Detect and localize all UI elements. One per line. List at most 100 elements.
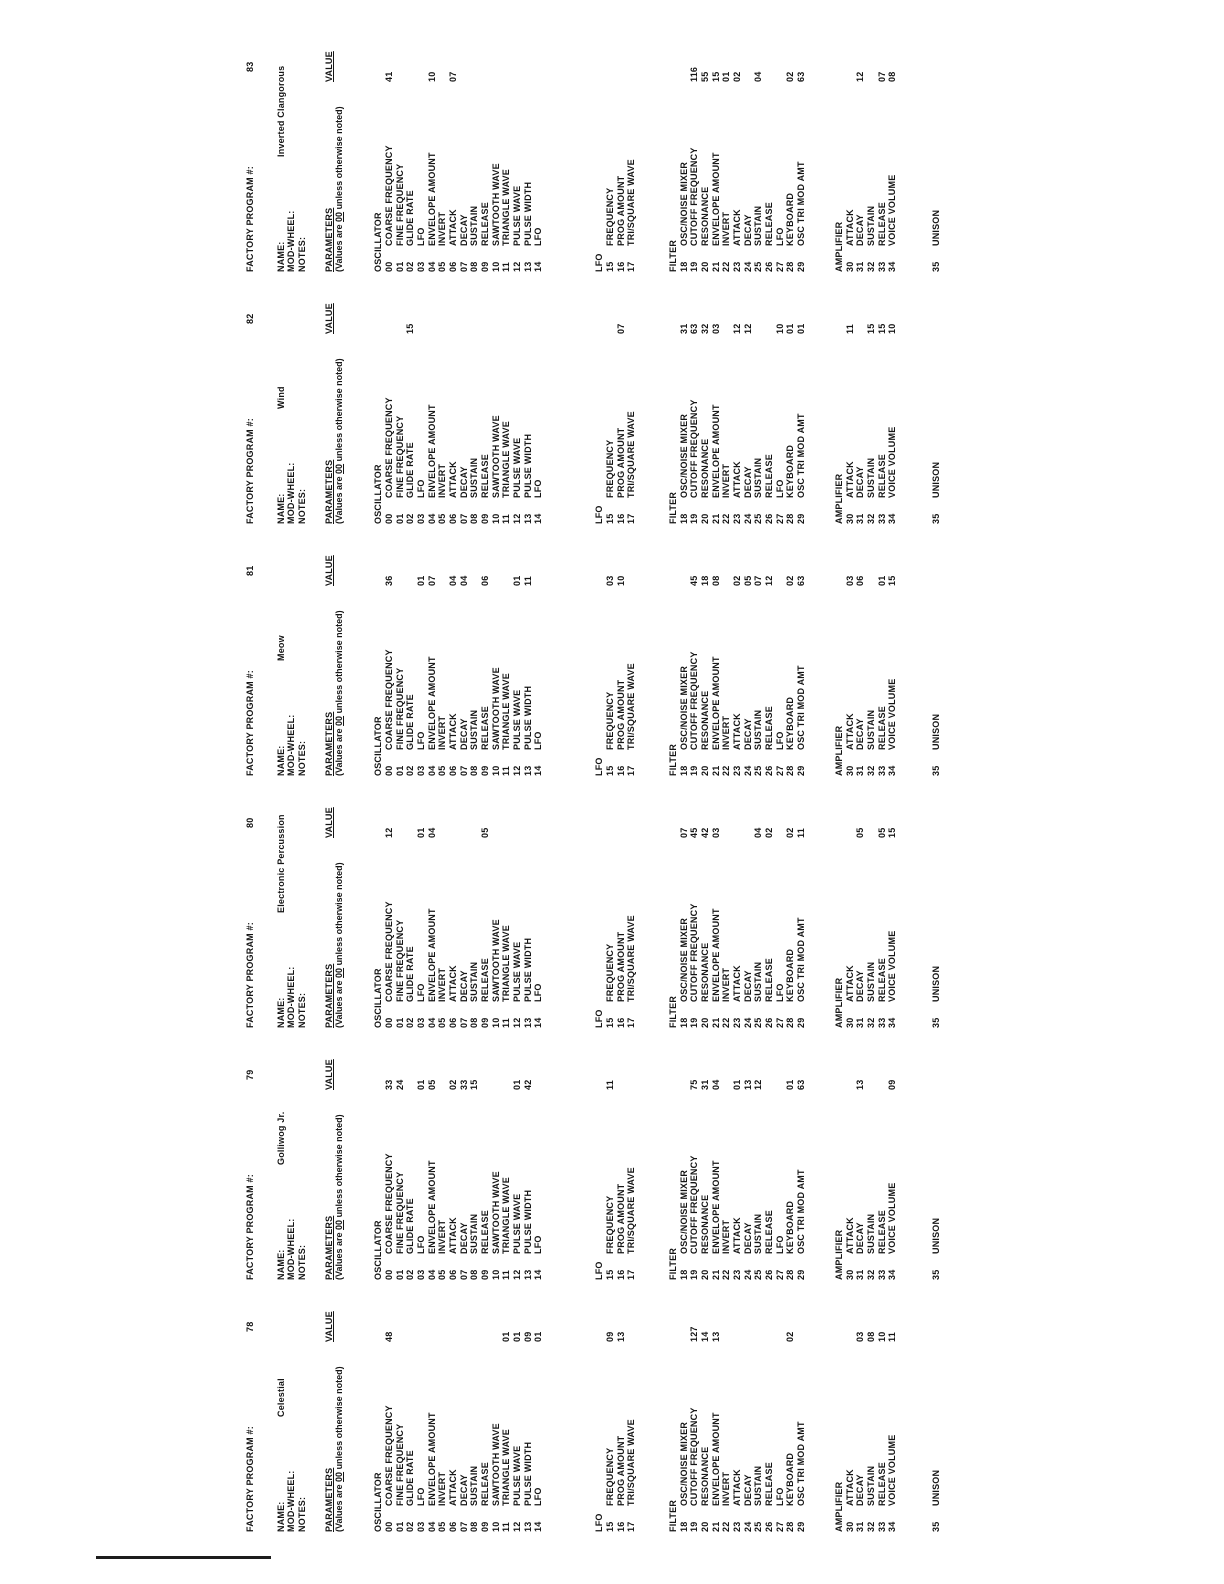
values-note-suffix: unless otherwise noted) [334,1114,345,1220]
param-label: RELEASE [876,1462,887,1506]
param-value: 10 [887,323,898,334]
param-row: 18 OSC/NOISE MIXER [679,1030,690,1280]
param-row: 34 VOICE VOLUME 11 [887,1282,898,1532]
param-row: 25 SUSTAIN 12 [753,1030,764,1280]
program-header-row: FACTORY PROGRAM #: 83 [245,22,256,272]
program-name-row: NAME: Inverted Clangorous [276,22,287,272]
param-number: 31 [855,1269,866,1280]
param-value: 09 [522,1331,533,1342]
param-value: 01 [512,1079,523,1090]
values-note: (Values are 00 unless otherwise noted) [334,778,345,1028]
param-row: 03 LFO 01 [416,526,427,776]
param-row: 33 RELEASE 07 [877,22,888,272]
param-row: 00 COARSE FREQUENCY [384,274,395,524]
param-value: 12 [732,323,742,334]
param-number: 14 [533,1269,544,1280]
param-value: 02 [785,575,796,586]
param-number: 26 [764,261,775,272]
param-number: 11 [501,1522,512,1532]
param-number: 31 [855,765,866,776]
param-label: RELEASE [876,706,887,750]
param-label: OSC/NOISE MIXER [678,1421,689,1506]
param-row: 18 OSC/NOISE MIXER [679,22,690,272]
param-row: 16 PROG AMOUNT 07 [616,274,627,524]
param-label: FREQUENCY [604,691,615,750]
program-name: Golliwog Jr. [275,1111,286,1165]
param-row: 32 SUSTAIN 15 [866,274,877,524]
param-label: ENVELOPE AMOUNT [426,404,437,498]
param-number: 35 [930,513,941,524]
param-value: 15 [405,323,416,334]
param-label: TRI/SQUARE WAVE [626,915,637,1002]
param-number: 24 [742,765,753,776]
param-number: 33 [876,1521,887,1532]
param-row: 12 PULSE WAVE 01 [512,1282,523,1532]
param-label: RELEASE [480,958,490,1002]
param-row: 14 LFO [533,526,544,776]
param-number: 33 [876,261,887,272]
param-row: 14 LFO 01 [533,1282,544,1532]
param-label: OSC/NOISE MIXER [678,917,689,1002]
values-note-suffix: unless otherwise noted) [334,358,345,464]
param-number: 23 [732,765,742,776]
param-label: ENVELOPE AMOUNT [710,656,721,750]
param-number: 22 [721,1521,732,1532]
param-row: 14 LFO [533,1030,544,1280]
param-value: 03 [844,575,855,586]
param-number: 06 [447,261,458,272]
param-row: 17 TRI/SQUARE WAVE [626,1282,637,1532]
param-label: DECAY [458,970,469,1002]
param-row: 03 LFO 01 [416,1030,427,1280]
param-label: DECAY [855,214,866,246]
param-row: 04 ENVELOPE AMOUNT 05 [427,1030,438,1280]
param-row: 03 LFO [416,1282,427,1532]
param-row: 31 DECAY 03 [855,1282,866,1532]
param-label: DECAY [458,466,469,498]
param-number: 02 [405,1269,416,1280]
param-row: 28 KEYBOARD 02 [785,22,796,272]
values-note-prefix: (Values are [334,1229,345,1280]
param-row: 08 SUSTAIN [469,1282,480,1532]
values-note-default: 00 [334,211,345,222]
param-number: 12 [512,1269,523,1280]
param-value: 04 [753,827,764,838]
param-row: 12 PULSE WAVE [512,22,523,272]
parameters-header-row: PARAMETERS VALUE [324,526,335,776]
factory-program-label: FACTORY PROGRAM #: [245,166,255,272]
section-title: OSCILLATOR [373,464,384,524]
param-label: ENVELOPE AMOUNT [426,656,437,750]
param-number: 01 [394,261,405,272]
param-value: 06 [855,575,866,586]
param-number: 04 [426,1269,437,1280]
unison-row: 35 UNISON [931,22,942,272]
param-row: 08 SUSTAIN [469,526,480,776]
param-number: 16 [615,513,626,524]
param-value: 15 [887,827,898,838]
param-number: 03 [415,261,426,272]
param-row: 26 RELEASE [764,1282,775,1532]
param-number: 19 [689,513,700,524]
param-row: 10 SAWTOOTH WAVE [491,22,502,272]
param-label: TRIANGLE WAVE [501,421,512,498]
param-label: ATTACK [844,209,855,246]
param-label: TRI/SQUARE WAVE [626,1419,637,1506]
param-number: 27 [774,261,785,272]
param-row: 29 OSC TRI MOD AMT [796,1282,807,1532]
param-label: RESONANCE [699,1446,710,1506]
param-number: 00 [383,261,394,272]
param-label: FINE FREQUENCY [394,667,405,750]
param-number: 18 [678,261,689,272]
param-row: 25 SUSTAIN [753,1282,764,1532]
param-row: 24 DECAY [743,1282,754,1532]
param-number: 00 [383,513,394,524]
param-row: 31 DECAY 05 [855,778,866,1028]
param-number: 21 [710,1521,721,1532]
param-number: 24 [742,261,753,272]
param-label: FREQUENCY [604,943,615,1002]
param-row: 21 ENVELOPE AMOUNT 03 [711,778,722,1028]
param-label: FREQUENCY [604,1195,615,1254]
param-value: 10 [876,1331,887,1342]
param-row: 28 KEYBOARD 01 [785,274,796,524]
param-row: 20 RESONANCE 31 [700,1030,711,1280]
param-label: RESONANCE [699,186,710,246]
